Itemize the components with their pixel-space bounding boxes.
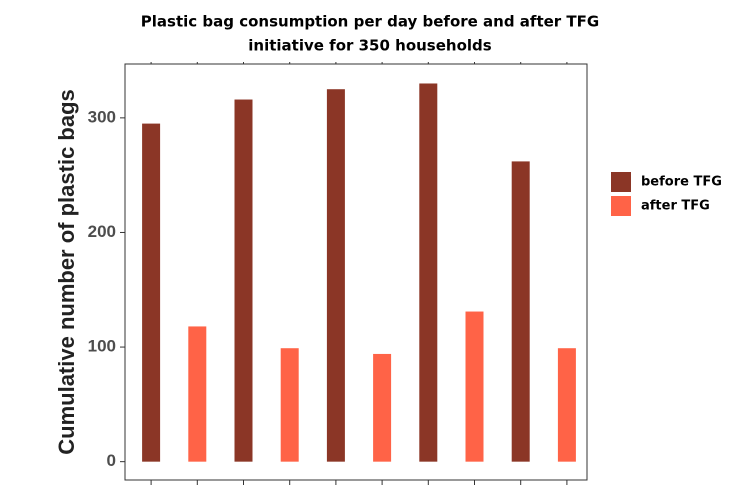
y-axis-label: Cumulative number of plastic bags xyxy=(54,89,79,455)
legend-label: before TFG xyxy=(641,175,722,190)
y-tick-label: 100 xyxy=(88,337,116,356)
bar xyxy=(234,99,253,462)
panel-border xyxy=(124,63,588,481)
bar xyxy=(188,326,207,462)
legend-key xyxy=(611,172,631,192)
bar xyxy=(142,123,161,462)
y-tick-label: 200 xyxy=(88,222,116,241)
bar xyxy=(511,161,530,462)
bar xyxy=(557,348,576,462)
chart-title: Plastic bag consumption per day before a… xyxy=(141,13,599,31)
bar xyxy=(373,353,392,462)
y-tick-label: 0 xyxy=(107,451,116,470)
bar xyxy=(465,311,484,462)
chart-title: initiative for 350 households xyxy=(248,37,491,55)
y-tick-label: 300 xyxy=(88,107,116,126)
bar xyxy=(419,83,438,462)
legend-key xyxy=(611,196,631,216)
legend-label: after TFG xyxy=(641,199,710,214)
bar xyxy=(326,89,345,462)
bar xyxy=(280,348,299,462)
